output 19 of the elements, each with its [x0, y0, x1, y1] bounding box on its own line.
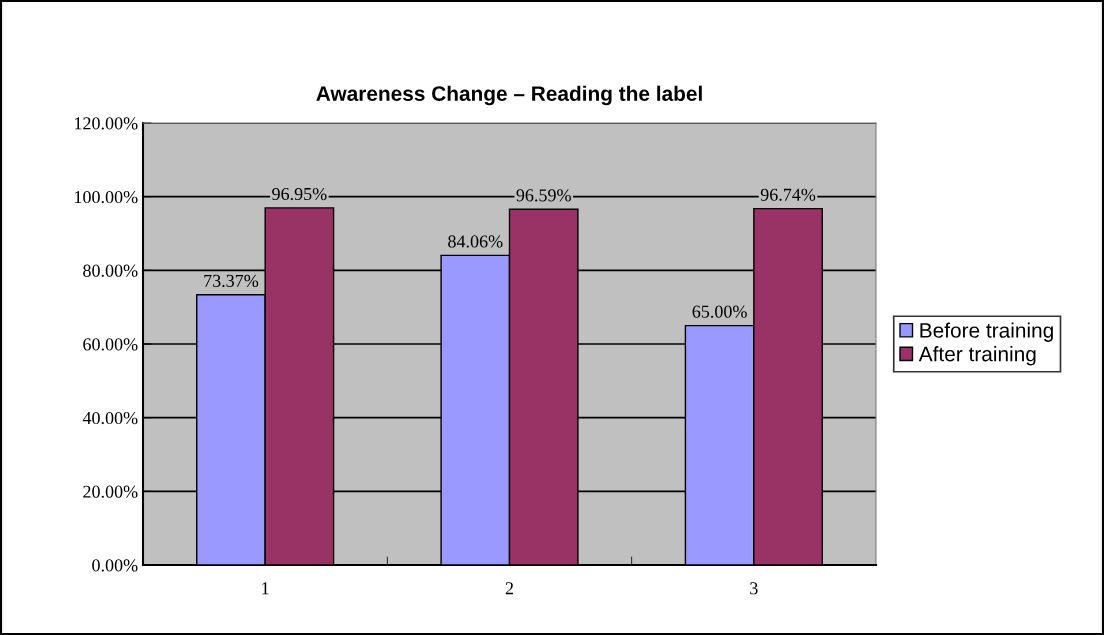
y-tick-label: 0.00%	[92, 559, 138, 572]
y-tick-label: 60.00%	[83, 338, 138, 351]
y-tick-label: 120.00%	[75, 117, 138, 130]
data-label: 96.59%	[516, 189, 571, 202]
legend-label: Before training	[920, 322, 1053, 342]
y-tick-label: 20.00%	[83, 485, 138, 498]
data-label: 84.06%	[448, 235, 503, 248]
x-tick-label: 1	[262, 582, 269, 595]
x-tick-label: 3	[750, 582, 758, 595]
data-label: 96.74%	[760, 188, 816, 201]
y-tick-label: 40.00%	[82, 411, 138, 425]
y-tick-label: 100.00%	[75, 190, 138, 204]
data-label: 96.95%	[272, 187, 327, 201]
y-tick-label: 80.00%	[83, 264, 138, 277]
chart-title: Awareness Change – Reading the label	[316, 85, 702, 106]
legend-label: After training	[918, 346, 1036, 366]
data-label: 73.37%	[204, 274, 259, 287]
x-tick-label: 2	[505, 582, 514, 595]
data-label: 65.00%	[692, 305, 747, 318]
